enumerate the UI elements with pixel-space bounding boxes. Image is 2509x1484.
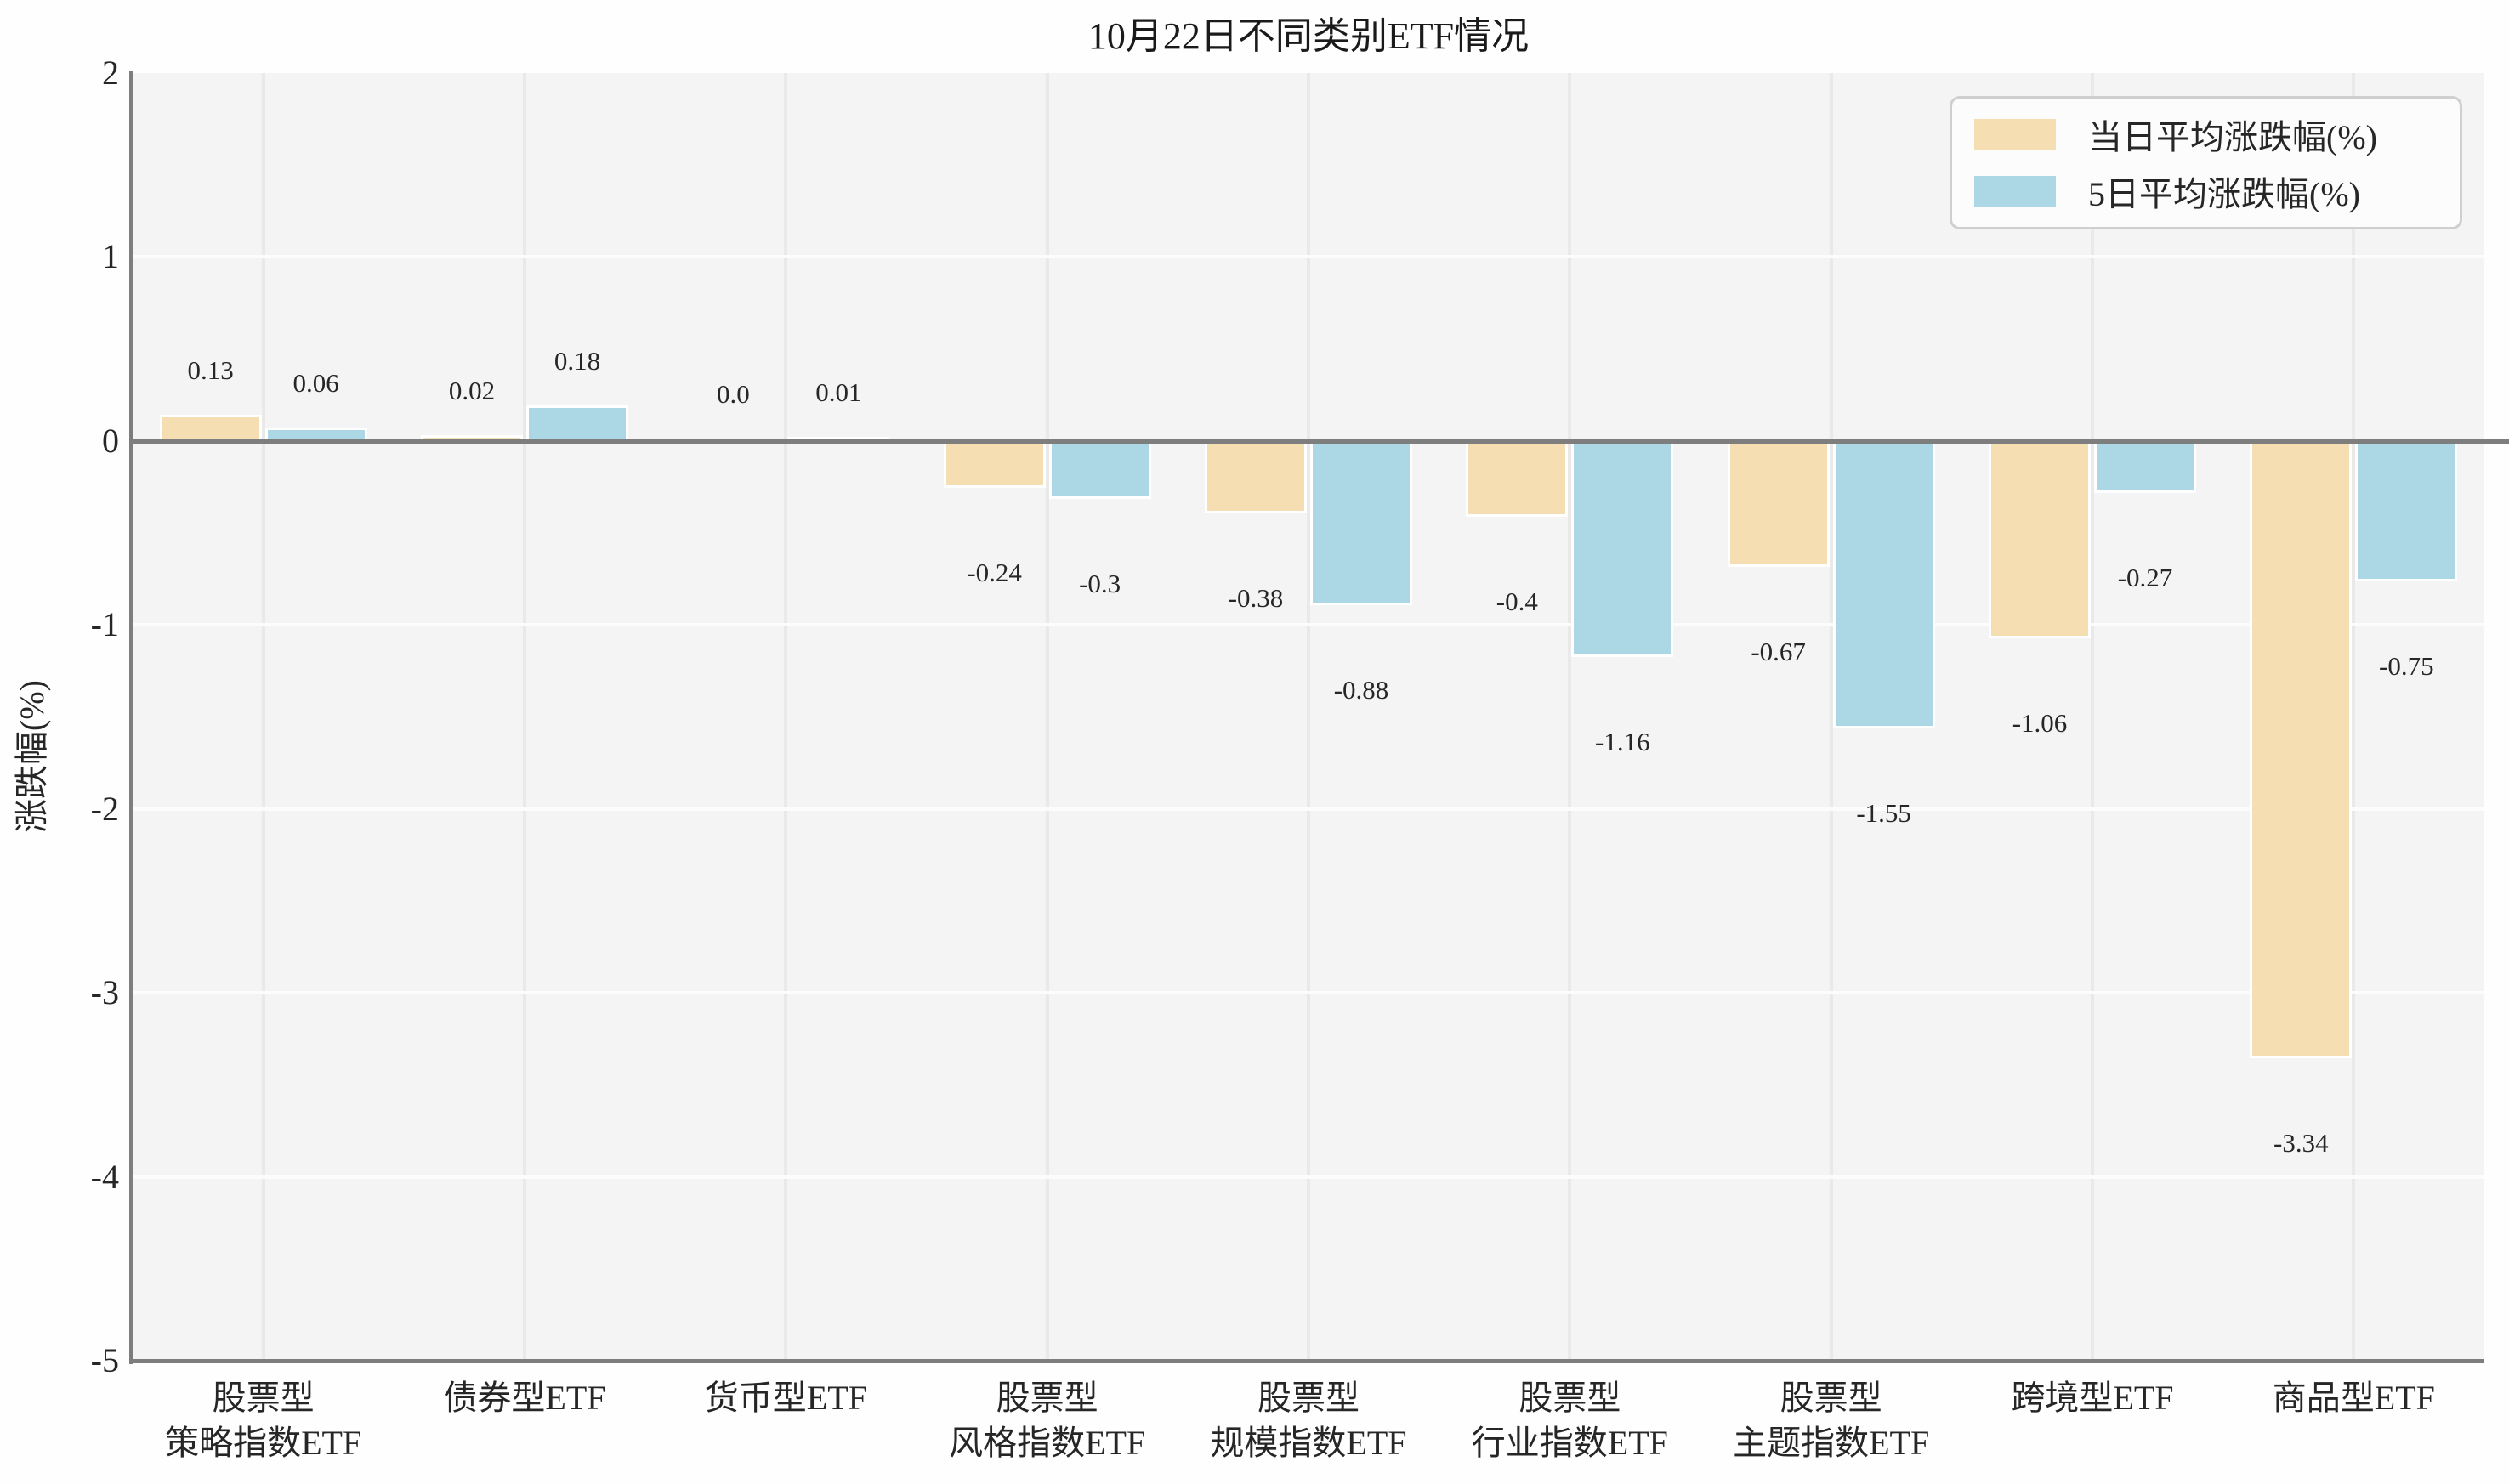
vertical-gridline [523,73,526,1361]
vertical-gridline [2352,73,2356,1361]
bar-5day [1048,438,1151,499]
x-tick-label: 债券型ETF [443,1379,606,1417]
x-tick-label: 商品型ETF [2272,1379,2435,1417]
y-tick-label: -2 [90,789,119,828]
y-tick-label: 2 [102,54,119,92]
horizontal-gridline [133,807,2484,811]
y-axis-spine [129,71,133,1364]
x-tick-label: 货币型ETF [704,1379,867,1417]
y-tick-label: 0 [102,421,119,460]
bar-value-label: -0.88 [1333,675,1389,705]
bar-value-label: -1.16 [1595,726,1650,756]
bar-value-label: -0.27 [2117,563,2173,593]
bar-daily [1727,438,1830,567]
x-axis-spine [129,1359,2484,1363]
bar-value-label: 0.01 [815,377,862,407]
bar-daily [1205,438,1307,514]
legend-item: 当日平均涨跌幅(%) [1974,110,2438,159]
legend-swatch [1974,118,2056,150]
y-tick-label: -4 [90,1157,119,1196]
bar-value-label: 0.18 [553,345,601,376]
legend-item: 5日平均涨跌幅(%) [1974,167,2438,216]
y-tick-label: -3 [90,973,119,1012]
bar-value-label: -0.75 [2379,651,2434,682]
bar-value-label: -1.06 [2012,708,2068,739]
y-tick-label: -5 [90,1341,119,1379]
bar-value-label: -3.34 [2273,1127,2329,1158]
zero-line [133,438,2509,444]
vertical-gridline [1307,73,1310,1361]
y-tick-label: 1 [102,237,119,276]
legend-label: 5日平均涨跌幅(%) [2088,175,2360,213]
bar-5day [1832,438,1935,729]
bar-value-label: 0.02 [448,375,496,405]
bar-value-label: 0.06 [292,367,339,398]
legend-swatch [1974,175,2056,207]
vertical-gridline [2091,73,2094,1361]
horizontal-gridline [133,255,2484,259]
x-tick-label: 股票型 行业指数ETF [1471,1379,1668,1462]
chart-title: 10月22日不同类别ETF情况 [1087,15,1530,57]
vertical-gridline [1045,73,1049,1361]
bar-value-label: -0.38 [1228,583,1284,614]
bar-value-label: 0.13 [187,354,234,385]
x-tick-label: 股票型 主题指数ETF [1733,1379,1930,1462]
bar-value-label: -0.24 [967,557,1022,587]
vertical-gridline [261,73,265,1361]
bar-value-label: -0.3 [1079,568,1121,598]
legend: 当日平均涨跌幅(%) 5日平均涨跌幅(%) [1950,96,2462,229]
vertical-gridline [1829,73,1833,1361]
legend-label: 当日平均涨跌幅(%) [2088,118,2377,156]
bar-daily [1466,438,1569,518]
bar-daily [943,438,1046,488]
x-tick-label: 跨境型ETF [2011,1379,2174,1417]
x-tick-label: 股票型 策略指数ETF [165,1379,362,1462]
x-tick-label: 股票型 风格指数ETF [949,1379,1146,1462]
vertical-gridline [784,73,788,1361]
x-tick-label: 股票型 规模指数ETF [1210,1379,1407,1462]
bar-5day [1571,438,1674,657]
horizontal-gridline [133,1175,2484,1179]
y-tick-label: -1 [90,605,119,644]
bar-daily [1989,438,2091,639]
bar-5day [2094,438,2196,494]
bar-value-label: -1.55 [1856,798,1911,829]
horizontal-gridline [133,623,2484,627]
bar-5day [2355,438,2458,582]
bar-value-label: -0.4 [1496,586,1538,617]
bar-daily [2250,438,2353,1058]
bar-value-label: 0.0 [716,378,750,409]
vertical-gridline [1568,73,1572,1361]
bar-5day [1310,438,1412,606]
bar-value-label: -0.67 [1751,636,1806,666]
horizontal-gridline [133,991,2484,995]
